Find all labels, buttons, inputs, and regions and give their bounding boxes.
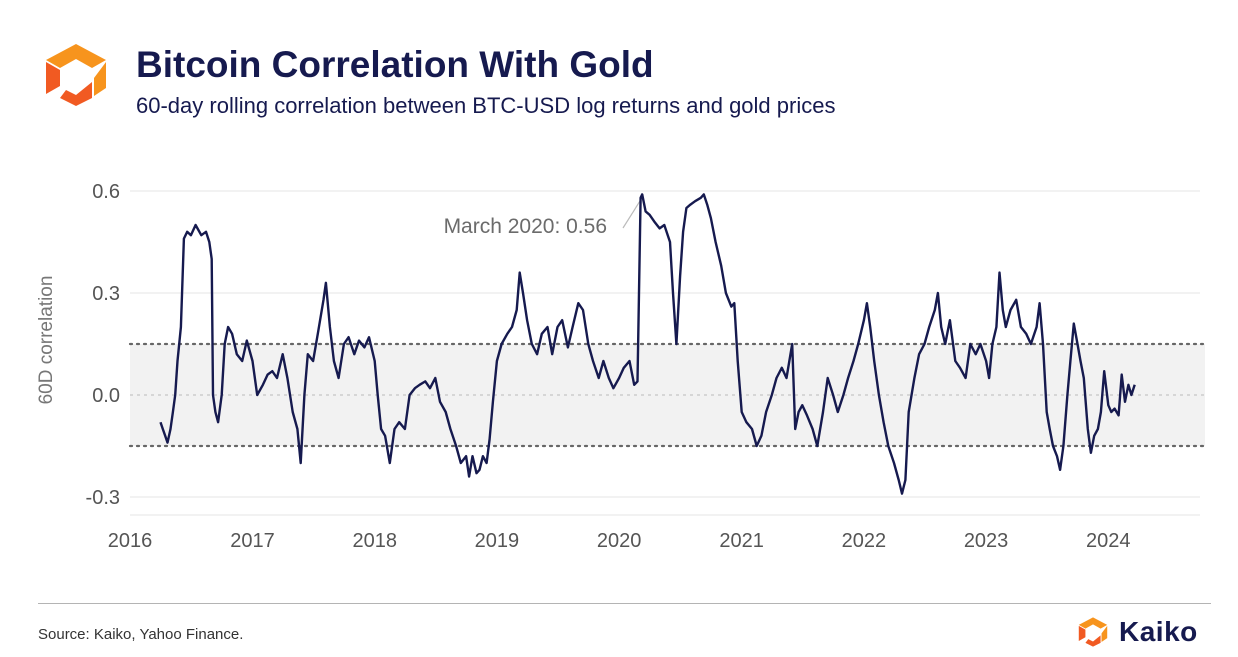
correlation-chart: 0.60.30.0-0.3 2016 2017 2018 2019 2020 2021 20… [36, 181, 1207, 552]
brand-logo: Kaiko [1075, 612, 1198, 652]
y-axis-label: 60D correlation [36, 276, 57, 405]
x-tick-label: 2019 [475, 530, 520, 552]
kaiko-logo-icon [44, 42, 108, 108]
correlation-line [159, 193, 1136, 495]
chart-subtitle: 60-day rolling correlation between BTC-U… [136, 93, 836, 118]
x-tick-label: 2017 [230, 530, 275, 552]
x-tick-label: 2021 [719, 530, 764, 552]
y-axis-ticks: 0.6 0.3 0.0 -0.3 [86, 181, 120, 509]
x-tick-label: 2020 [597, 530, 642, 552]
annotation: March 2020: 0.56 [444, 197, 643, 238]
y-tick-label: 0.6 [92, 181, 120, 203]
band-fill [130, 344, 1205, 446]
x-axis-ticks: 2016 2017 2018 2019 2020 2021 2022 2023 2024 [108, 530, 1131, 552]
y-tick-label: 0.0 [92, 385, 120, 407]
y-tick-label: -0.3 [86, 487, 120, 509]
x-tick-label: 2022 [842, 530, 887, 552]
annotation-leader [622, 197, 643, 229]
x-tick-label: 2023 [964, 530, 1009, 552]
y-tick-label: 0.3 [92, 283, 120, 305]
source-note: Source: Kaiko, Yahoo Finance. [38, 626, 244, 643]
brand-name: Kaiko [1119, 616, 1198, 647]
x-tick-label: 2016 [108, 530, 153, 552]
x-tick-label: 2024 [1086, 530, 1131, 552]
annotation-label: March 2020: 0.56 [444, 215, 607, 238]
correlation-band [128, 342, 1207, 448]
kaiko-small-logo-icon [1078, 617, 1108, 647]
footer-divider [38, 603, 1211, 604]
chart-title: Bitcoin Correlation With Gold [136, 44, 654, 85]
x-tick-label: 2018 [352, 530, 397, 552]
